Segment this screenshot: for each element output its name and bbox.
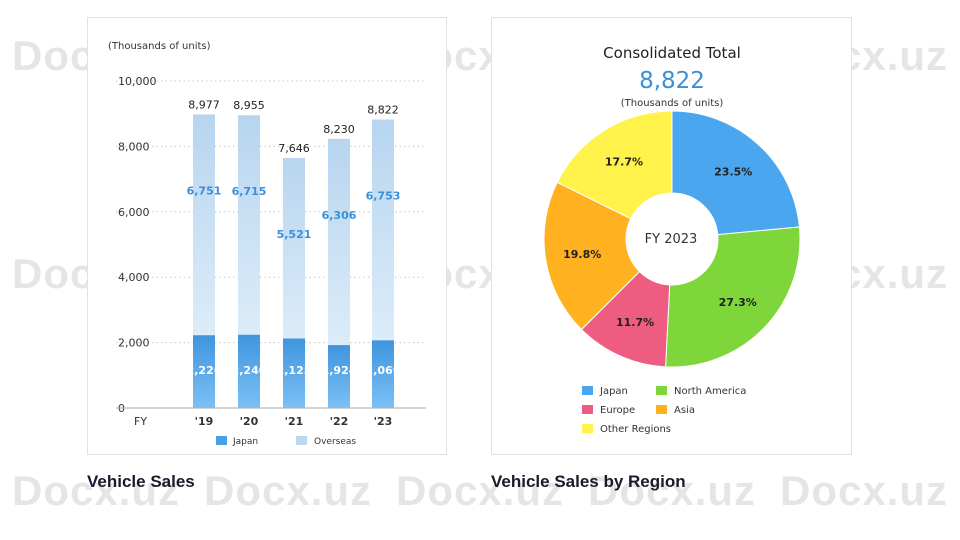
legend-label-japan: Japan	[599, 386, 628, 397]
vehicle-sales-region-donut: Consolidated Total 8,822 (Thousands of u…	[543, 44, 801, 435]
donut-slice-japan	[671, 110, 800, 236]
bar-total-label: 8,955	[233, 99, 265, 112]
donut-slice-label: 23.5%	[714, 166, 752, 179]
japan-bar	[283, 338, 305, 408]
bar-x-tick-label: '20	[240, 415, 259, 428]
japan-bar	[238, 334, 260, 408]
overseas-value-label: 6,753	[366, 190, 401, 203]
donut-slice-other-regions	[556, 110, 673, 220]
bar-x-tick-label: '22	[330, 415, 349, 428]
bar-y-tick-label: 8,000	[118, 140, 150, 153]
legend-label-japan: Japan	[232, 437, 258, 447]
watermark-text: Docx.uz	[203, 467, 373, 514]
legend-swatch-asia	[656, 405, 667, 414]
vehicle-sales-chart-panel: (Thousands of units) 02,0004,0006,0008,0…	[87, 17, 447, 455]
japan-bar	[372, 340, 394, 408]
watermark-text: Docx.uz	[779, 467, 949, 514]
overseas-bar	[328, 138, 350, 346]
donut-slice-label: 27.3%	[719, 296, 757, 309]
bar-x-tick-label: '19	[195, 415, 214, 428]
donut-hole	[627, 194, 717, 284]
donut-slice-north-america	[665, 226, 801, 368]
legend-swatch-north-america	[656, 386, 667, 395]
legend-swatch-europe	[582, 405, 593, 414]
pie-total: 8,822	[639, 68, 705, 94]
bar-x-tick-label: '23	[374, 415, 393, 428]
vehicle-sales-caption: Vehicle Sales	[87, 472, 195, 491]
overseas-value-label: 6,715	[232, 185, 267, 198]
donut-slice-label: 17.7%	[605, 156, 643, 169]
bar-x-tick-label: '21	[285, 415, 304, 428]
overseas-bar	[372, 119, 394, 341]
legend-swatch-japan	[216, 436, 227, 445]
japan-value-label: 1,924	[322, 364, 357, 377]
japan-value-label: 2,125	[277, 364, 312, 377]
pie-center-label: FY 2023	[645, 232, 698, 247]
vehicle-sales-bar-chart: (Thousands of units) 02,0004,0006,0008,0…	[108, 41, 426, 447]
pie-title: Consolidated Total	[603, 44, 741, 62]
overseas-bar	[193, 114, 215, 336]
bar-total-label: 7,646	[278, 142, 310, 155]
bar-y-tick-label: 10,000	[118, 75, 157, 88]
japan-value-label: 2,226	[187, 364, 222, 377]
overseas-bar	[283, 157, 305, 339]
bar-total-label: 8,977	[188, 98, 220, 111]
legend-label-europe: Europe	[600, 405, 635, 416]
overseas-value-label: 5,521	[277, 228, 312, 241]
japan-value-label: 2,240	[232, 364, 267, 377]
vehicle-sales-region-panel: Consolidated Total 8,822 (Thousands of u…	[491, 17, 852, 455]
bar-total-label: 8,822	[367, 104, 399, 117]
overseas-value-label: 6,306	[322, 209, 357, 222]
japan-bar	[193, 335, 215, 408]
pie-unit-label: (Thousands of units)	[621, 98, 724, 109]
legend-swatch-japan	[582, 386, 593, 395]
legend-swatch-other-regions	[582, 424, 593, 433]
overseas-bar	[238, 115, 260, 335]
japan-bar	[328, 345, 350, 408]
bar-y-tick-label: 4,000	[118, 271, 150, 284]
donut-slice-label: 19.8%	[563, 248, 601, 261]
bar-y-tick-label: 6,000	[118, 206, 150, 219]
bar-x-axis-label: FY	[134, 415, 147, 428]
vehicle-sales-region-caption: Vehicle Sales by Region	[491, 472, 686, 491]
legend-swatch-overseas	[296, 436, 307, 445]
japan-value-label: 2,069	[366, 364, 401, 377]
donut-slice-asia	[543, 181, 641, 331]
legend-label-other-regions: Other Regions	[600, 424, 671, 435]
bar-total-label: 8,230	[323, 123, 355, 136]
legend-label-asia: Asia	[674, 405, 695, 416]
bar-y-tick-label: 2,000	[118, 337, 150, 350]
legend-label-overseas: Overseas	[314, 437, 356, 447]
legend-label-north-america: North America	[674, 386, 746, 397]
bar-unit-label: (Thousands of units)	[108, 41, 211, 52]
overseas-value-label: 6,751	[187, 184, 222, 197]
donut-slice-label: 11.7%	[616, 316, 654, 329]
